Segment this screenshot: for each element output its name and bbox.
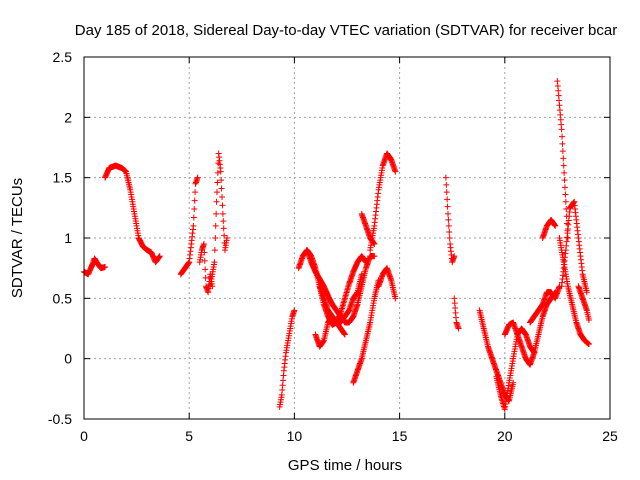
data-point xyxy=(446,235,453,241)
x-tick-label: 5 xyxy=(185,428,193,444)
data-point xyxy=(218,185,225,192)
data-point xyxy=(190,214,197,221)
data-point xyxy=(341,331,348,338)
data-point xyxy=(585,317,592,324)
data-point xyxy=(560,162,567,169)
data-point xyxy=(446,228,453,235)
data-point xyxy=(218,177,225,184)
data-point xyxy=(358,271,365,278)
data-point xyxy=(202,266,209,273)
data-point xyxy=(445,222,452,229)
data-point xyxy=(200,241,207,248)
y-tick-label: -0.5 xyxy=(48,411,72,427)
data-point xyxy=(560,155,567,162)
y-axis-label: SDTVAR / TECUs xyxy=(9,178,26,298)
data-point xyxy=(444,203,451,210)
x-tick-label: 15 xyxy=(392,428,408,444)
data-point xyxy=(392,295,399,302)
data-point xyxy=(194,174,201,181)
data-point xyxy=(191,197,198,204)
data-point xyxy=(583,289,590,296)
data-point xyxy=(191,206,198,213)
data-point xyxy=(212,235,219,241)
data-points xyxy=(81,78,592,413)
y-tick-label: 2.5 xyxy=(53,49,73,65)
y-tick-label: 1.5 xyxy=(53,170,73,186)
data-point xyxy=(561,169,568,176)
data-point xyxy=(201,249,208,256)
data-point xyxy=(102,263,109,270)
data-point xyxy=(444,210,451,217)
chart-title: Day 185 of 2018, Sidereal Day-to-day VTE… xyxy=(75,22,617,39)
data-point xyxy=(212,222,219,229)
grid-lines xyxy=(84,57,610,419)
data-point xyxy=(443,181,450,188)
x-tick-label: 10 xyxy=(287,428,303,444)
data-point xyxy=(562,198,569,205)
data-point xyxy=(219,193,226,200)
data-point xyxy=(585,341,592,348)
data-point xyxy=(213,198,220,205)
data-point xyxy=(220,225,227,232)
data-point xyxy=(211,259,218,266)
data-point xyxy=(455,325,462,332)
data-point xyxy=(392,168,399,175)
data-point xyxy=(217,168,224,175)
data-point xyxy=(445,216,452,223)
y-tick-label: 2 xyxy=(64,109,72,125)
data-point xyxy=(201,257,208,264)
data-point xyxy=(190,222,197,229)
data-point xyxy=(552,222,559,229)
data-point xyxy=(451,253,458,260)
y-tick-label: 0 xyxy=(64,351,72,367)
data-point xyxy=(219,202,226,209)
data-point xyxy=(564,220,571,227)
data-point xyxy=(211,247,218,254)
data-point xyxy=(444,196,451,203)
data-point xyxy=(156,253,163,260)
data-point xyxy=(559,133,566,140)
data-point xyxy=(371,253,378,260)
data-point xyxy=(561,177,568,184)
data-point xyxy=(220,218,227,225)
data-point xyxy=(443,189,450,196)
data-point xyxy=(214,179,221,186)
data-point xyxy=(214,169,221,176)
data-point xyxy=(192,189,199,196)
x-axis-label: GPS time / hours xyxy=(288,457,402,474)
axis-ticks: 0 5 10 15 20 25 -0.5 0 0.5 1 1.5 2 2.5 xyxy=(48,49,618,444)
data-point xyxy=(291,307,298,314)
data-point xyxy=(563,206,570,213)
data-point xyxy=(559,140,566,147)
x-tick-label: 0 xyxy=(80,428,88,444)
data-point xyxy=(559,148,566,155)
data-point xyxy=(558,126,565,133)
data-point xyxy=(442,174,449,181)
data-point xyxy=(561,184,568,191)
data-point xyxy=(219,210,226,217)
data-point xyxy=(224,235,231,241)
data-point xyxy=(213,210,220,217)
data-point xyxy=(213,189,220,196)
data-point xyxy=(371,241,378,248)
y-tick-label: 1 xyxy=(64,230,72,246)
x-tick-label: 20 xyxy=(497,428,513,444)
data-point xyxy=(562,191,569,198)
x-tick-label: 25 xyxy=(602,428,618,444)
y-tick-label: 0.5 xyxy=(53,290,73,306)
